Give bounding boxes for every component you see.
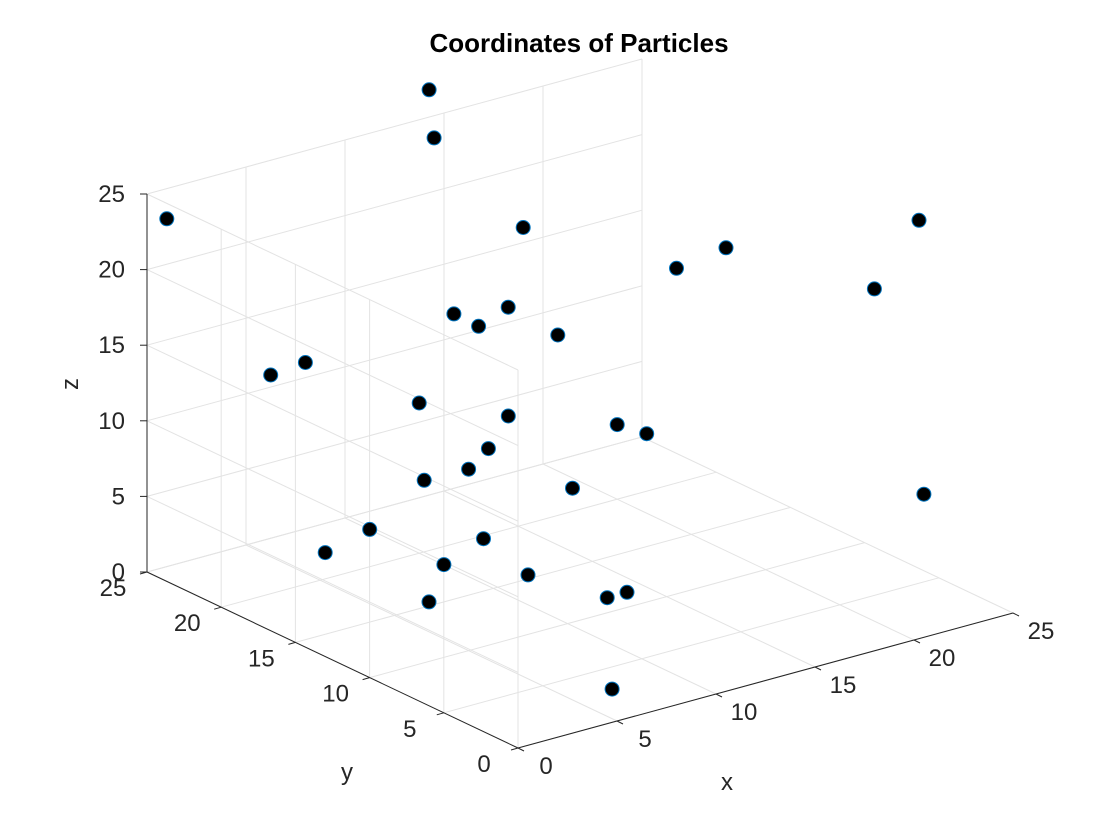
- y-tick-mark: [436, 712, 444, 716]
- data-point: [446, 306, 462, 322]
- floor-grid-line-x: [443, 490, 816, 668]
- floor-grid-line-x: [245, 544, 618, 722]
- z-tick-label: 5: [112, 483, 125, 510]
- x-tick-mark: [1012, 612, 1020, 617]
- floor-grid-line-x: [542, 463, 915, 641]
- y-axis-line: [146, 571, 519, 749]
- x-tick-label: 5: [638, 726, 651, 753]
- floor-grid-line-x: [641, 436, 1014, 614]
- floor-grid-line-y: [369, 542, 865, 679]
- data-point: [421, 594, 437, 610]
- data-point: [426, 130, 442, 146]
- data-point: [866, 281, 882, 297]
- data-point: [599, 590, 615, 606]
- floor-grid-line-y: [443, 577, 939, 714]
- data-point: [416, 472, 432, 488]
- data-point: [297, 355, 313, 370]
- z-tick-label: 10: [98, 408, 125, 435]
- right-wall-grid-line-z: [146, 360, 643, 497]
- data-point: [159, 211, 175, 227]
- x-tick-label: 20: [929, 645, 956, 672]
- x-axis-line: [517, 612, 1014, 749]
- data-point: [515, 220, 531, 235]
- right-wall-grid-line-z: [146, 209, 643, 346]
- x-tick-label: 25: [1028, 618, 1055, 645]
- data-point: [421, 82, 437, 98]
- y-axis-label: y: [341, 759, 353, 786]
- x-tick-mark: [517, 747, 525, 752]
- z-tick-label: 0: [112, 559, 125, 586]
- back-wall-grid-line-z: [146, 495, 519, 673]
- x-tick-label: 0: [539, 753, 552, 780]
- y-tick-label: 0: [477, 751, 490, 778]
- x-tick-mark: [715, 693, 723, 698]
- x-tick-mark: [616, 720, 624, 725]
- z-tick-label: 25: [98, 181, 125, 208]
- z-tick-label: 20: [98, 257, 125, 284]
- axes: [139, 193, 1020, 752]
- data-point: [718, 240, 734, 256]
- data-point: [263, 367, 279, 383]
- data-point: [461, 461, 477, 477]
- x-tick-label: 15: [830, 672, 857, 699]
- y-tick-label: 25: [100, 575, 127, 602]
- y-tick-label: 10: [322, 681, 349, 708]
- right-wall-grid-line-z: [146, 285, 643, 422]
- chart-title: Coordinates of Particles: [429, 28, 728, 58]
- data-point: [500, 408, 516, 424]
- data-point: [916, 486, 932, 502]
- data-point: [609, 417, 625, 433]
- x-tick-mark: [814, 666, 822, 671]
- floor-grid-line-y: [221, 471, 717, 608]
- data-point: [500, 299, 516, 315]
- data-point: [550, 327, 566, 343]
- data-point: [362, 521, 378, 537]
- right-wall-grid-line-z: [146, 436, 643, 573]
- data-markers: [159, 82, 932, 697]
- floor-grid-line-y: [295, 506, 791, 643]
- data-point: [639, 426, 655, 442]
- z-tick-label: 15: [98, 332, 125, 359]
- y-tick-label: 20: [174, 610, 201, 637]
- y-tick-mark: [362, 677, 370, 681]
- y-tick-mark: [214, 606, 222, 610]
- back-wall-grid-line-z: [146, 344, 519, 522]
- data-point: [669, 260, 684, 276]
- y-tick-label: 15: [248, 645, 275, 672]
- z-axis-label: z: [57, 378, 84, 390]
- data-point: [411, 395, 427, 411]
- x-tick-label: 10: [731, 699, 758, 726]
- data-point: [619, 584, 635, 600]
- data-point: [471, 318, 487, 334]
- data-point: [436, 557, 452, 573]
- right-wall-grid-line-z: [146, 58, 643, 195]
- x-tick-mark: [913, 639, 921, 644]
- data-point: [480, 441, 496, 457]
- data-point: [911, 212, 927, 228]
- back-wall-grid-line-z: [146, 193, 519, 371]
- right-wall-grid-line-z: [146, 134, 643, 271]
- floor-grid-line-x: [344, 517, 717, 695]
- x-axis-label: x: [721, 769, 733, 796]
- data-point: [520, 567, 536, 583]
- y-tick-mark: [288, 641, 296, 645]
- data-point: [476, 531, 491, 547]
- back-wall-grid-line-z: [146, 420, 519, 598]
- data-point: [317, 545, 333, 561]
- back-wall-grid-line-z: [146, 269, 519, 447]
- y-tick-label: 5: [403, 716, 416, 743]
- y-tick-mark: [510, 747, 519, 751]
- data-point: [565, 480, 580, 496]
- grid-lines: [146, 58, 1014, 749]
- data-point: [604, 681, 620, 697]
